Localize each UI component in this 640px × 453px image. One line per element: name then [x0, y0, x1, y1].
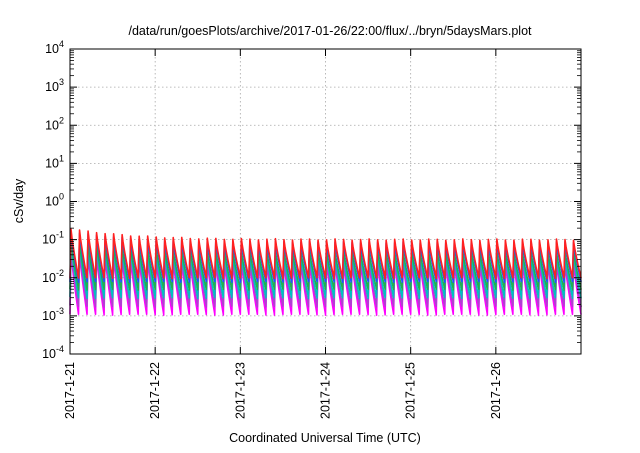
x-axis: 2017-1-21 2017-1-22 2017-1-23 2017-1-24 2017…: [63, 49, 503, 419]
series-line-5: [69, 228, 582, 280]
series-line-2: [69, 243, 582, 300]
y-tick-label: 10-4: [42, 344, 64, 361]
y-tick-label: 10-3: [42, 306, 64, 323]
x-tick-label: 2017-1-25: [404, 362, 418, 419]
y-tick-label: 100: [45, 192, 64, 209]
y-axis: 10-4 10-3 10-2 10-1 100 101 102 103 104: [42, 39, 581, 361]
series-layer: [69, 228, 582, 316]
y-axis-label: cSv/day: [12, 178, 26, 223]
y-tick-label: 10-1: [42, 230, 64, 247]
x-tick-label: 2017-1-26: [489, 362, 503, 419]
x-tick-label: 2017-1-21: [63, 362, 77, 419]
series-line-4: [69, 231, 582, 284]
y-tick-label: 10-2: [42, 268, 64, 285]
x-axis-label: Coordinated Universal Time (UTC): [229, 431, 421, 445]
x-tick-label: 2017-1-23: [233, 362, 247, 419]
y-tick-label: 101: [45, 153, 64, 170]
x-tick-label: 2017-1-22: [148, 362, 162, 419]
chart-title: /data/run/goesPlots/archive/2017-01-26/2…: [128, 24, 532, 38]
y-tick-label: 103: [45, 77, 64, 94]
series-line-1: [69, 247, 582, 308]
y-tick-label: 104: [45, 39, 64, 56]
x-tick-label: 2017-1-24: [319, 362, 333, 419]
y-tick-label: 102: [45, 115, 64, 132]
